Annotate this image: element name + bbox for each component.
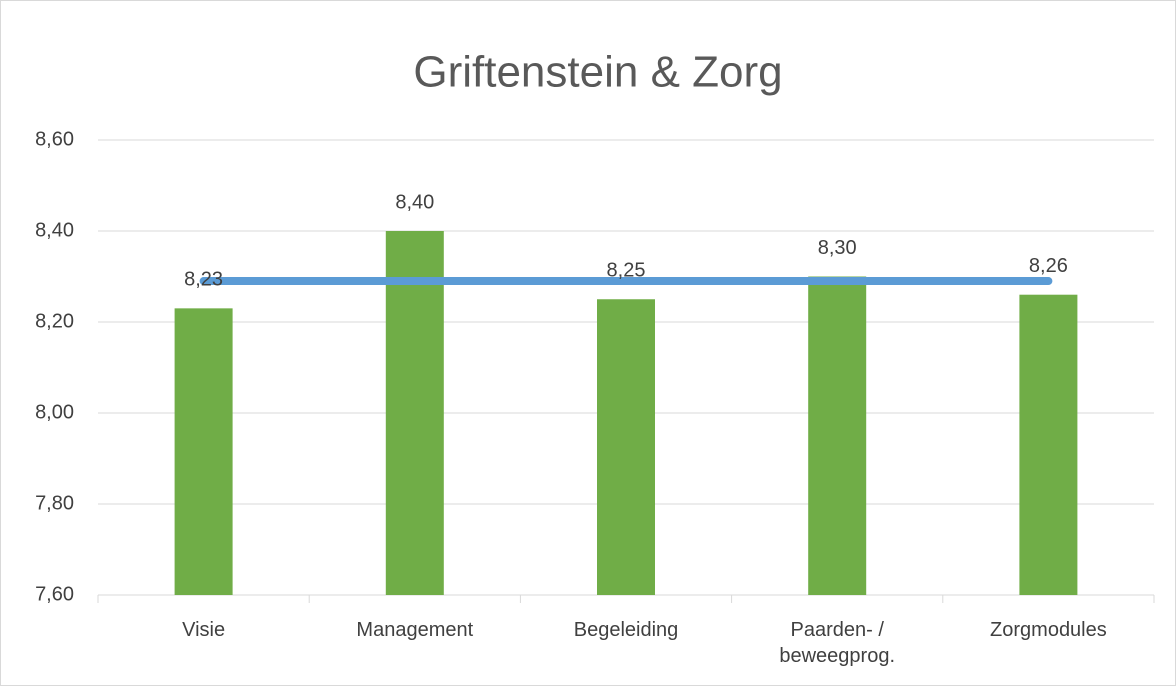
bar — [386, 231, 444, 595]
bar — [597, 299, 655, 595]
bar — [808, 277, 866, 596]
y-tick-label: 7,60 — [35, 583, 74, 605]
bar — [175, 308, 233, 595]
y-tick-label: 8,40 — [35, 219, 74, 241]
y-tick-label: 8,20 — [35, 310, 74, 332]
y-tick-label: 8,60 — [35, 128, 74, 150]
y-tick-label: 8,00 — [35, 401, 74, 423]
data-label: 8,26 — [1029, 255, 1068, 277]
data-label: 8,25 — [607, 260, 646, 282]
x-tick-label: Begeleiding — [531, 617, 721, 643]
x-tick-label: Visie — [109, 617, 299, 643]
x-tick-label: Paarden- / beweegprog. — [742, 617, 932, 669]
bar — [1019, 295, 1077, 595]
chart-container: Griftenstein & Zorg 7,60 7,80 8,00 8,20 8,40… — [0, 0, 1176, 686]
data-label: 8,30 — [818, 237, 857, 259]
data-label: 8,40 — [395, 191, 434, 213]
chart-title: Griftenstein & Zorg — [413, 48, 782, 97]
y-tick-label: 7,80 — [35, 492, 74, 514]
data-label: 8,23 — [184, 269, 223, 291]
x-tick-label: Zorgmodules — [953, 617, 1143, 643]
chart: Griftenstein & Zorg 7,60 7,80 8,00 8,20 8,40… — [0, 0, 1176, 686]
x-tick-label: Management — [320, 617, 510, 643]
